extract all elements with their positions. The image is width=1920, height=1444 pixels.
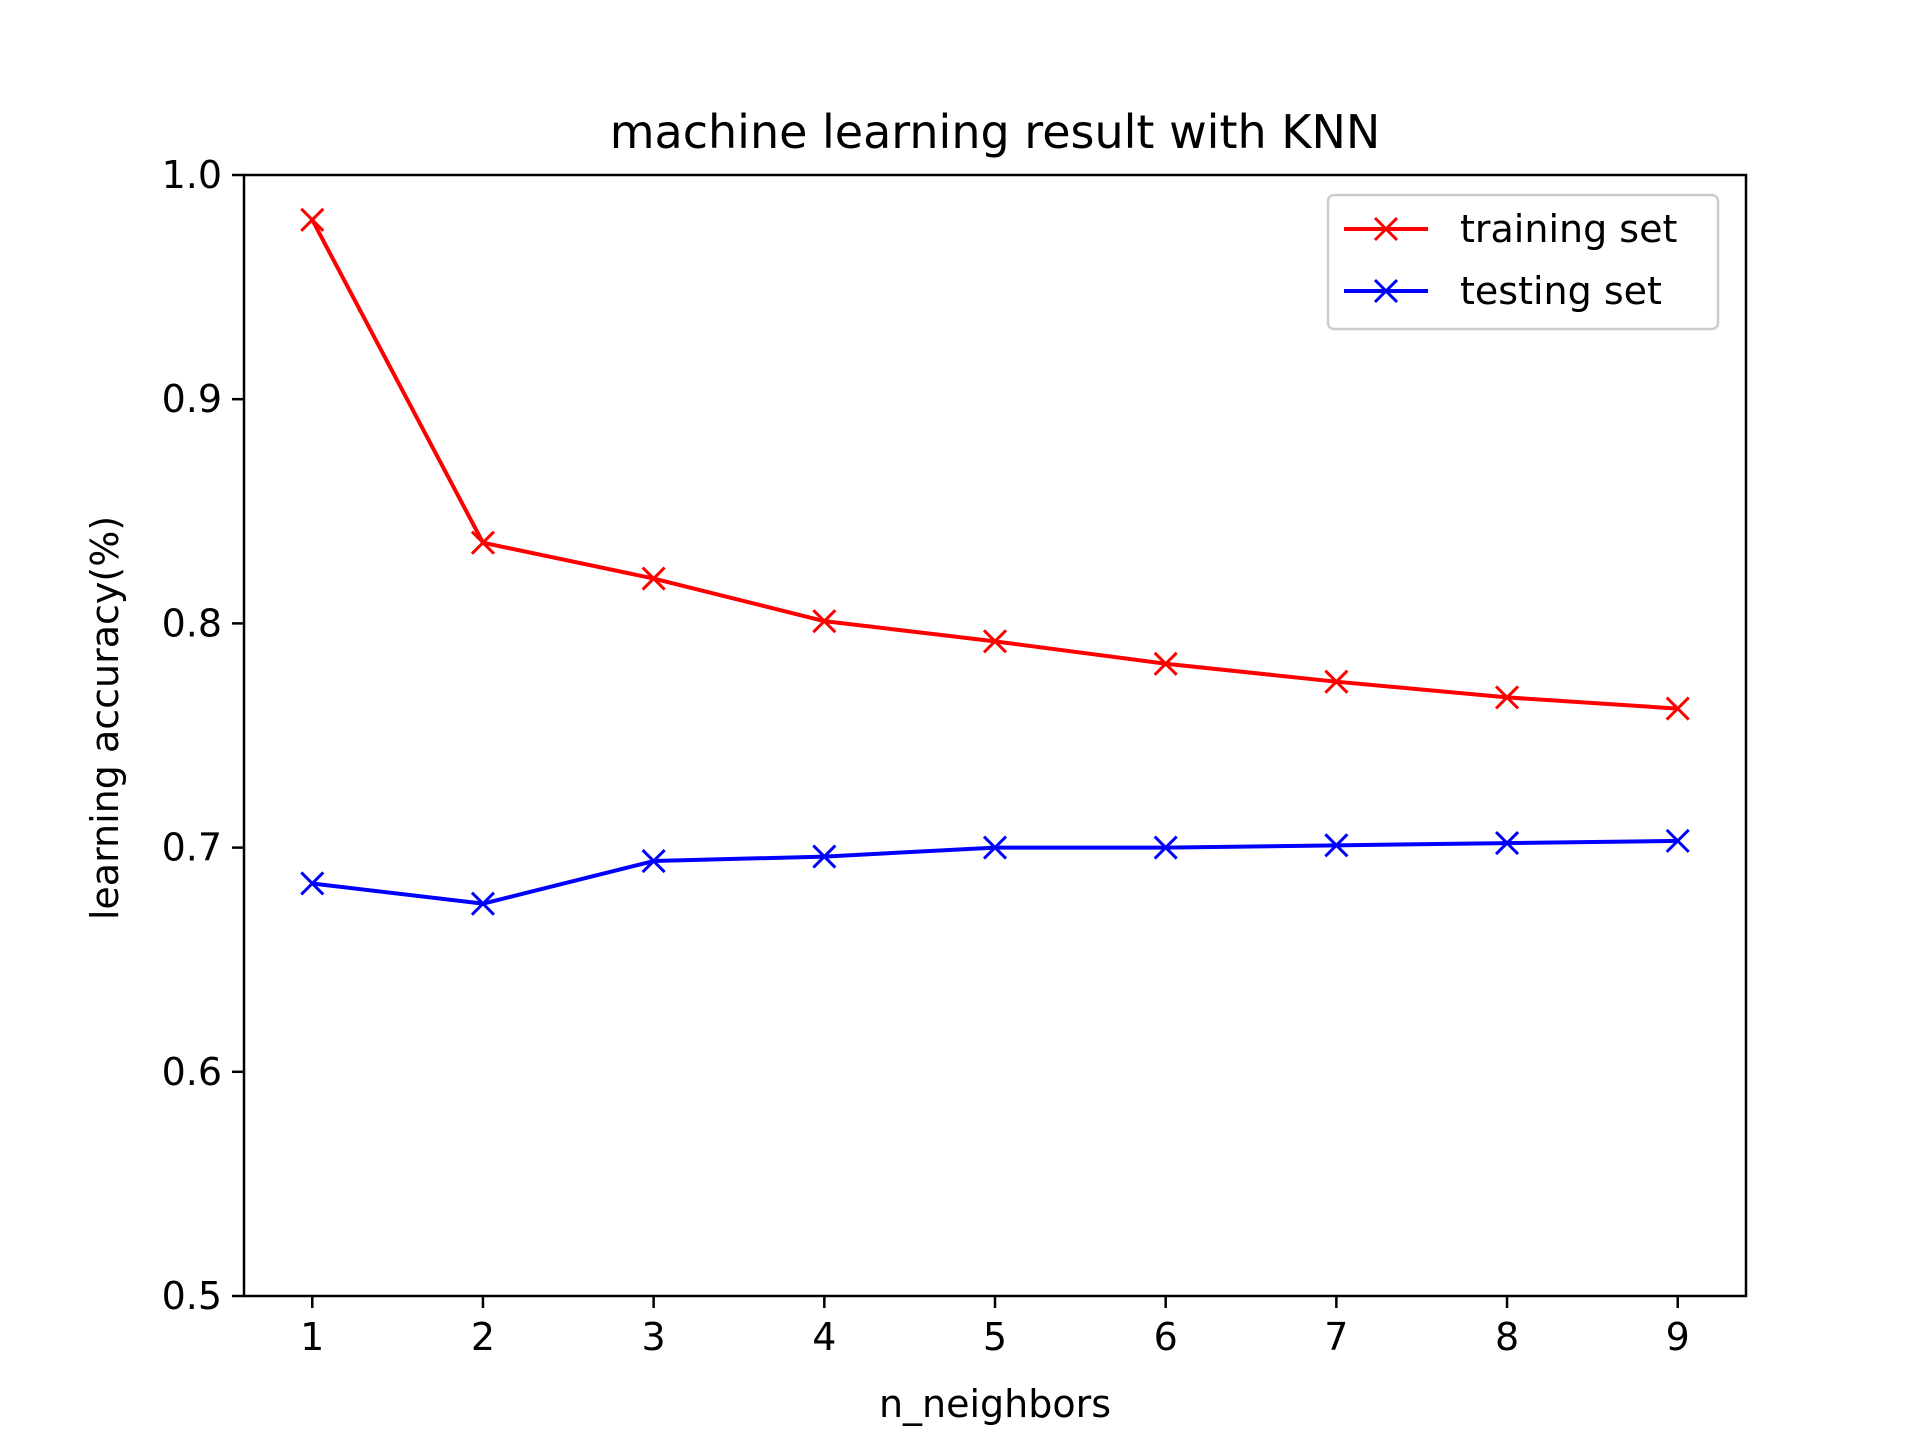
y-tick-label: 0.9 — [162, 377, 222, 421]
data-point-training-set — [1665, 696, 1690, 721]
data-point-training-set — [1494, 685, 1520, 710]
x-tick-label: 5 — [983, 1315, 1007, 1359]
series-layer — [300, 207, 1690, 916]
x-tick-label: 8 — [1495, 1315, 1519, 1359]
x-axis-label: n_neighbors — [879, 1382, 1111, 1426]
plot-area-frame — [242, 173, 1748, 1298]
data-point-training-set — [812, 609, 837, 634]
x-tick-label: 1 — [300, 1315, 324, 1359]
y-tick-label: 0.5 — [162, 1274, 222, 1318]
data-point-testing-set — [812, 844, 837, 869]
x-tick-label: 2 — [471, 1315, 495, 1359]
data-point-testing-set — [641, 848, 666, 874]
y-tick-label: 0.6 — [162, 1050, 222, 1094]
data-point-training-set — [1153, 651, 1178, 676]
data-point-testing-set — [470, 891, 496, 916]
chart-title: machine learning result with KNN — [610, 105, 1381, 159]
legend-label: training set — [1460, 207, 1677, 251]
data-point-testing-set — [1494, 831, 1520, 856]
data-point-testing-set — [1324, 833, 1349, 858]
chart-legend: training set testing set — [1326, 193, 1720, 331]
legend-item-testing-set: testing set — [1344, 269, 1662, 313]
y-tick-label: 1.0 — [162, 153, 222, 197]
legend-label: testing set — [1460, 269, 1662, 313]
x-tick-label: 4 — [812, 1315, 836, 1359]
x-tick-label: 3 — [642, 1315, 666, 1359]
data-point-training-set — [641, 566, 666, 591]
x-tick-label: 7 — [1324, 1315, 1348, 1359]
legend-item-training-set: training set — [1344, 207, 1677, 251]
x-tick-label: 9 — [1666, 1315, 1690, 1359]
data-point-testing-set — [1665, 828, 1690, 853]
data-point-testing-set — [982, 835, 1008, 860]
data-point-training-set — [1324, 669, 1349, 694]
x-tick-label: 6 — [1154, 1315, 1178, 1359]
data-point-testing-set — [300, 871, 325, 896]
y-axis-label: learning accuracy(%) — [83, 516, 127, 920]
y-tick-label: 0.8 — [162, 601, 222, 645]
x-axis-ticks: 1 2 3 4 5 6 7 8 9 — [300, 1296, 1690, 1359]
data-point-training-set — [470, 530, 496, 555]
y-tick-label: 0.7 — [162, 826, 222, 870]
data-point-training-set — [300, 207, 325, 232]
data-point-testing-set — [1153, 835, 1178, 860]
y-axis-ticks: 0.5 0.6 0.7 0.8 0.9 1.0 — [162, 153, 244, 1318]
data-point-training-set — [982, 629, 1008, 654]
